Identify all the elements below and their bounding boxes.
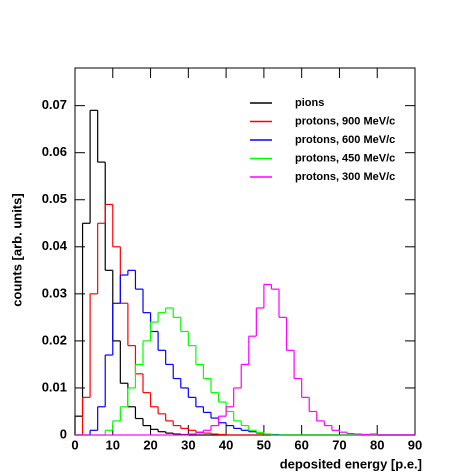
y-tick-label: 0.04 (42, 238, 68, 253)
legend-label: protons, 900 MeV/c (295, 115, 395, 127)
x-tick-label: 0 (71, 437, 78, 452)
x-axis-label: deposited energy [p.e.] (280, 456, 422, 471)
legend-label: pions (295, 97, 324, 109)
y-tick-label: 0.05 (42, 191, 67, 206)
x-tick-label: 60 (294, 437, 308, 452)
x-tick-label: 30 (181, 437, 195, 452)
y-tick-label: 0.01 (42, 379, 67, 394)
x-tick-label: 40 (219, 437, 233, 452)
y-axis-label: counts [arb. units] (9, 193, 24, 306)
x-tick-label: 70 (332, 437, 346, 452)
y-tick-label: 0 (60, 426, 67, 441)
y-tick-label: 0.06 (42, 144, 67, 159)
legend-label: protons, 600 MeV/c (295, 134, 395, 146)
y-tick-label: 0.07 (42, 97, 67, 112)
legend-label: protons, 300 MeV/c (295, 171, 395, 183)
y-tick-label: 0.02 (42, 332, 67, 347)
x-tick-label: 20 (143, 437, 157, 452)
x-tick-label: 50 (257, 437, 271, 452)
y-tick-label: 0.03 (42, 285, 67, 300)
x-tick-label: 80 (370, 437, 384, 452)
x-tick-label: 90 (408, 437, 422, 452)
x-tick-label: 10 (106, 437, 120, 452)
legend-label: protons, 450 MeV/c (295, 152, 395, 164)
